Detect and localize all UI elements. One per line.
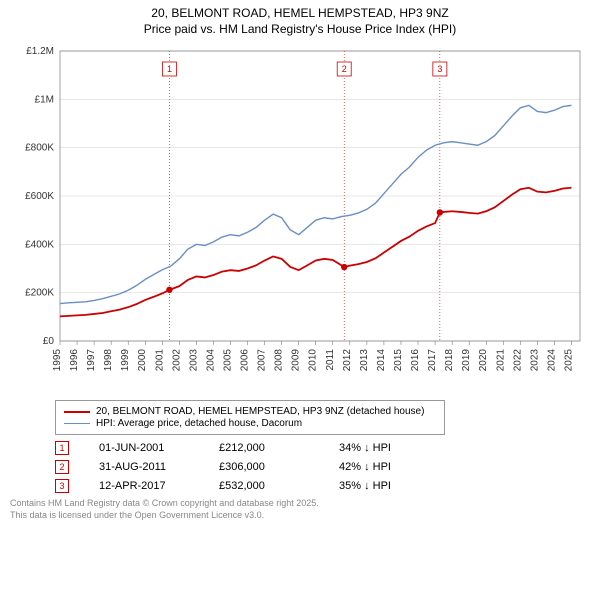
svg-text:2010: 2010 bbox=[308, 349, 319, 372]
sale-marker: 2 bbox=[55, 460, 69, 474]
svg-text:£600K: £600K bbox=[25, 191, 54, 202]
svg-text:1999: 1999 bbox=[120, 349, 131, 372]
svg-text:2003: 2003 bbox=[188, 349, 199, 372]
svg-text:2008: 2008 bbox=[274, 349, 285, 372]
sale-marker: 3 bbox=[55, 479, 69, 493]
svg-text:2001: 2001 bbox=[154, 349, 165, 372]
sale-row: 3 12-APR-2017 £532,000 35% ↓ HPI bbox=[55, 479, 590, 493]
svg-text:2013: 2013 bbox=[359, 349, 370, 372]
chart-container: 20, BELMONT ROAD, HEMEL HEMPSTEAD, HP3 9… bbox=[0, 0, 600, 590]
svg-text:1998: 1998 bbox=[103, 349, 114, 372]
sale-price: £306,000 bbox=[219, 461, 309, 473]
svg-text:£800K: £800K bbox=[25, 143, 54, 154]
footer-line-1: Contains HM Land Registry data © Crown c… bbox=[10, 498, 590, 510]
sale-price: £532,000 bbox=[219, 480, 309, 492]
sale-delta: 34% ↓ HPI bbox=[339, 442, 429, 454]
sale-marker: 1 bbox=[55, 441, 69, 455]
svg-text:1997: 1997 bbox=[86, 349, 97, 372]
sale-delta: 42% ↓ HPI bbox=[339, 461, 429, 473]
sales-table: 1 01-JUN-2001 £212,000 34% ↓ HPI 2 31-AUG-201… bbox=[55, 441, 590, 493]
svg-text:2011: 2011 bbox=[325, 349, 336, 371]
legend-row: HPI: Average price, detached house, Daco… bbox=[64, 418, 436, 429]
legend-row: 20, BELMONT ROAD, HEMEL HEMPSTEAD, HP3 9… bbox=[64, 406, 436, 417]
svg-text:£200K: £200K bbox=[25, 288, 54, 299]
svg-text:2020: 2020 bbox=[478, 349, 489, 372]
sale-date: 01-JUN-2001 bbox=[99, 442, 189, 454]
svg-text:2019: 2019 bbox=[461, 349, 472, 372]
title-block: 20, BELMONT ROAD, HEMEL HEMPSTEAD, HP3 9… bbox=[0, 0, 600, 39]
svg-text:1996: 1996 bbox=[69, 349, 80, 372]
svg-text:2009: 2009 bbox=[291, 349, 302, 372]
legend-label: 20, BELMONT ROAD, HEMEL HEMPSTEAD, HP3 9… bbox=[96, 406, 424, 417]
svg-text:2007: 2007 bbox=[257, 349, 268, 372]
sale-price: £212,000 bbox=[219, 442, 309, 454]
svg-text:2014: 2014 bbox=[376, 349, 387, 372]
sale-row: 1 01-JUN-2001 £212,000 34% ↓ HPI bbox=[55, 441, 590, 455]
svg-text:£1.2M: £1.2M bbox=[26, 46, 54, 57]
svg-text:£1M: £1M bbox=[35, 95, 54, 106]
svg-text:2022: 2022 bbox=[512, 349, 523, 372]
legend: 20, BELMONT ROAD, HEMEL HEMPSTEAD, HP3 9… bbox=[55, 400, 445, 435]
svg-text:2023: 2023 bbox=[529, 349, 540, 372]
footer: Contains HM Land Registry data © Crown c… bbox=[10, 498, 590, 521]
svg-text:£400K: £400K bbox=[25, 240, 54, 251]
svg-text:2021: 2021 bbox=[495, 349, 506, 372]
chart-svg: £0 £200K £400K £600K £800K £1M £1.2M 1995 1996 19… bbox=[10, 39, 590, 394]
svg-text:2017: 2017 bbox=[427, 349, 438, 372]
svg-text:2005: 2005 bbox=[222, 349, 233, 372]
title-line-1: 20, BELMONT ROAD, HEMEL HEMPSTEAD, HP3 9… bbox=[0, 6, 600, 22]
title-line-2: Price paid vs. HM Land Registry's House … bbox=[0, 22, 600, 38]
svg-text:2025: 2025 bbox=[563, 349, 574, 372]
svg-text:2006: 2006 bbox=[240, 349, 251, 372]
svg-text:1: 1 bbox=[167, 64, 172, 74]
svg-text:3: 3 bbox=[437, 64, 442, 74]
footer-line-2: This data is licensed under the Open Gov… bbox=[10, 510, 590, 522]
svg-text:2012: 2012 bbox=[342, 349, 353, 372]
sale-row: 2 31-AUG-2011 £306,000 42% ↓ HPI bbox=[55, 460, 590, 474]
sale-date: 31-AUG-2011 bbox=[99, 461, 189, 473]
sale-date: 12-APR-2017 bbox=[99, 480, 189, 492]
svg-text:2: 2 bbox=[342, 64, 347, 74]
sale-delta: 35% ↓ HPI bbox=[339, 480, 429, 492]
svg-text:2015: 2015 bbox=[393, 349, 404, 372]
chart-area: £0 £200K £400K £600K £800K £1M £1.2M 1995 1996 19… bbox=[10, 39, 590, 394]
svg-text:2002: 2002 bbox=[171, 349, 182, 372]
svg-text:2016: 2016 bbox=[410, 349, 421, 372]
svg-text:£0: £0 bbox=[43, 336, 55, 347]
svg-text:2018: 2018 bbox=[444, 349, 455, 372]
legend-swatch bbox=[64, 423, 90, 424]
svg-text:2000: 2000 bbox=[137, 349, 148, 372]
svg-text:2024: 2024 bbox=[546, 349, 557, 372]
svg-text:2004: 2004 bbox=[205, 349, 216, 372]
svg-text:1995: 1995 bbox=[52, 349, 63, 372]
legend-label: HPI: Average price, detached house, Daco… bbox=[96, 418, 302, 429]
legend-swatch bbox=[64, 411, 90, 413]
